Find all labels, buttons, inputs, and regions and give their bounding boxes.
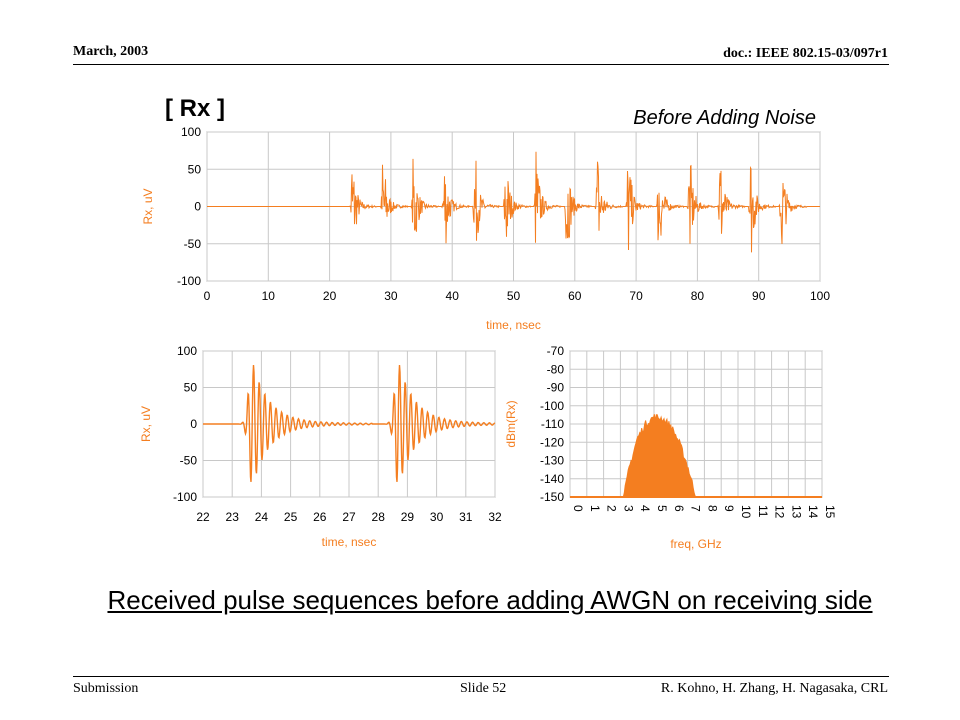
x-tick-label: 6 — [672, 505, 686, 512]
y-tick-label: 0 — [194, 200, 201, 214]
y-tick-label: -100 — [173, 490, 197, 504]
y-axis-title: Rx, uV — [139, 406, 153, 442]
x-tick-label: 50 — [507, 289, 521, 303]
y-tick-label: 50 — [184, 381, 198, 395]
header-date: March, 2003 — [73, 44, 149, 59]
x-tick-label: 70 — [629, 289, 643, 303]
y-tick-label: -100 — [177, 274, 201, 288]
x-tick-label: 3 — [621, 505, 635, 512]
y-axis-title: dBm(Rx) — [504, 400, 518, 447]
y-tick-label: -50 — [180, 454, 198, 468]
signal-series — [207, 151, 820, 253]
footer-submission: Submission — [73, 681, 139, 696]
x-tick-label: 40 — [446, 289, 460, 303]
x-tick-label: 20 — [323, 289, 337, 303]
figure-tag: [ Rx ] — [165, 95, 225, 122]
footer-authors: R. Kohno, H. Zhang, H. Nagasaka, CRL — [660, 681, 888, 696]
x-axis-title: time, nsec — [322, 535, 377, 549]
y-tick-label: -130 — [540, 454, 564, 468]
x-tick-label: 31 — [459, 510, 473, 524]
x-tick-label: 60 — [568, 289, 582, 303]
x-tick-label: 0 — [204, 289, 211, 303]
chart-3: 0 1 2 3 4 5 6 7 8 9 10 11 12 13 14 15-70-80-90-100-110-… — [504, 344, 837, 551]
footer-rule — [73, 676, 889, 677]
header-doc-id: doc.: IEEE 802.15-03/097r1 — [723, 46, 888, 61]
footer-slide-number: Slide 52 — [460, 681, 507, 696]
x-tick-label: 90 — [752, 289, 766, 303]
x-tick-label: 1 — [588, 505, 602, 512]
y-axis-title: Rx, uV — [141, 188, 155, 224]
chart-2: 22 23 24 25 26 27 28 29 30 31 32 100 50 0 -50 -100 time,… — [139, 344, 502, 549]
x-tick-label: 100 — [810, 289, 830, 303]
x-tick-label: 9 — [722, 505, 736, 512]
y-tick-label: -140 — [540, 472, 564, 486]
x-tick-label: 25 — [284, 510, 298, 524]
y-tick-label: -110 — [541, 417, 564, 431]
y-tick-label: -100 — [540, 399, 564, 413]
y-tick-label: -50 — [184, 237, 202, 251]
x-tick-label: 0 — [571, 505, 585, 512]
x-axis-title: freq, GHz — [670, 537, 721, 551]
x-tick-label: 30 — [384, 289, 398, 303]
x-tick-label: 15 — [823, 505, 837, 519]
y-tick-label: 0 — [190, 417, 197, 431]
x-tick-label: 29 — [401, 510, 415, 524]
x-tick-label: 80 — [691, 289, 705, 303]
y-tick-label: 50 — [188, 162, 202, 176]
slide-caption: Received pulse sequences before adding A… — [107, 585, 873, 615]
y-tick-label: 100 — [181, 125, 201, 139]
y-tick-label: -90 — [547, 381, 565, 395]
x-tick-label: 5 — [655, 505, 669, 512]
x-tick-label: 30 — [430, 510, 444, 524]
x-tick-label: 26 — [313, 510, 327, 524]
y-tick-label: 100 — [177, 344, 197, 358]
header-rule — [73, 64, 889, 65]
charts: 0 10 20 30 40 50 60 70 80 90 100100500-50-100time,… — [139, 125, 837, 551]
x-tick-label: 32 — [488, 510, 502, 524]
x-tick-label: 14 — [806, 505, 820, 519]
x-tick-label: 28 — [372, 510, 386, 524]
x-tick-label: 12 — [773, 505, 787, 519]
chart-1: 0 10 20 30 40 50 60 70 80 90 100 100 50 0 -50 -100 time,… — [141, 125, 830, 332]
x-tick-label: 24 — [255, 510, 269, 524]
figure-note: Before Adding Noise — [633, 107, 816, 129]
y-tick-label: -150 — [540, 490, 564, 504]
x-tick-label: 10 — [739, 505, 753, 519]
x-tick-label: 13 — [789, 505, 803, 519]
x-tick-label: 4 — [638, 505, 652, 512]
x-tick-label: 8 — [705, 505, 719, 512]
x-tick-label: 11 — [756, 505, 770, 518]
signal-series — [203, 364, 496, 482]
y-tick-label: -120 — [540, 435, 564, 449]
x-tick-label: 23 — [226, 510, 240, 524]
x-tick-label: 10 — [262, 289, 276, 303]
x-tick-label: 7 — [689, 505, 703, 512]
x-tick-label: 22 — [196, 510, 210, 524]
y-tick-label: -80 — [547, 362, 565, 376]
x-axis-title: time, nsec — [486, 318, 541, 332]
y-tick-label: -70 — [547, 344, 565, 358]
x-tick-label: 27 — [342, 510, 356, 524]
x-tick-label: 2 — [605, 505, 619, 512]
